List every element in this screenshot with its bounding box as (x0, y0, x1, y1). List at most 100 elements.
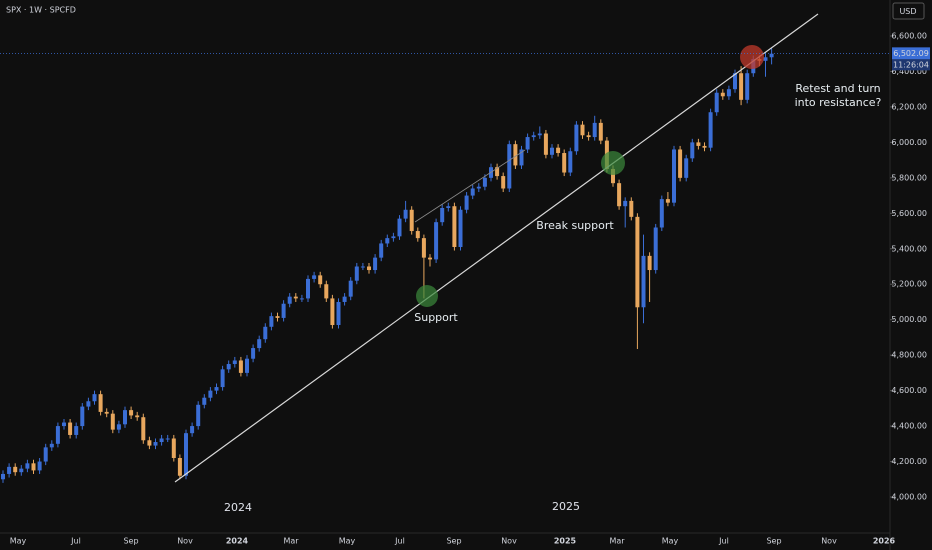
candle-body (281, 303, 286, 318)
x-tick-label: Jul (718, 537, 729, 546)
break-marker (601, 151, 625, 175)
y-tick-label: 6,400.00 (891, 67, 927, 76)
candle-body (513, 144, 518, 166)
candle-body (165, 438, 170, 440)
candle-body (476, 186, 481, 189)
candle-body (519, 149, 524, 166)
candle-body (562, 153, 567, 173)
candle-body (245, 358, 249, 373)
candle-body (397, 218, 402, 237)
candle-body (86, 401, 91, 407)
candle-body (678, 149, 683, 178)
candle-body (220, 369, 225, 388)
candle-body (80, 406, 85, 427)
candle-body (43, 447, 48, 462)
candle-body (629, 200, 634, 217)
candle-body (428, 257, 432, 260)
candle-body (543, 133, 548, 155)
x-tick-label: Nov (821, 537, 837, 546)
year-label: 2025 (552, 500, 580, 513)
candle-body (263, 326, 268, 340)
candle-body (251, 348, 256, 359)
y-tick-label: 5,400.00 (891, 244, 927, 253)
candle-body (452, 206, 457, 247)
x-tick-label: May (10, 537, 27, 546)
candle-body (617, 183, 622, 207)
year-label: 2024 (224, 501, 252, 514)
candle-body (574, 124, 579, 152)
candle-body (507, 144, 512, 189)
currency[interactable]: USD (899, 7, 916, 16)
y-tick-label: 4,000.00 (891, 493, 927, 502)
x-tick-label: Mar (283, 537, 299, 546)
candle-body (147, 440, 152, 446)
candle-body (379, 243, 384, 258)
y-tick-label: 4,400.00 (891, 422, 927, 431)
candle-body (330, 298, 335, 326)
candle-body (68, 422, 73, 435)
y-tick-label: 4,800.00 (891, 351, 927, 360)
y-tick-label: 5,200.00 (891, 280, 927, 289)
resistance-marker (740, 45, 764, 69)
y-tick-label: 5,600.00 (891, 209, 927, 218)
candle-body (495, 167, 500, 177)
candle-body (1, 473, 5, 480)
candle-body (635, 216, 640, 308)
candle-body (391, 236, 396, 239)
candle-body (135, 415, 140, 418)
y-tick-label: 6,200.00 (891, 102, 927, 111)
annotation: Break support (536, 219, 614, 232)
candle-body (739, 73, 744, 100)
x-tick-label: Sep (446, 537, 461, 546)
candle-body (360, 266, 365, 268)
candle-body (74, 426, 79, 435)
candle-body (141, 417, 146, 441)
candle-body (421, 238, 426, 258)
candle-body (367, 266, 371, 271)
candle-body (104, 411, 109, 414)
candle-body (196, 404, 201, 427)
candle-body (129, 410, 134, 416)
candle-body (214, 387, 219, 391)
y-tick-label: 4,600.00 (891, 386, 927, 395)
y-tick-label: 4,200.00 (891, 457, 927, 466)
candle-body (202, 397, 207, 405)
currency-button[interactable] (892, 2, 925, 20)
candle-body (123, 410, 127, 425)
candle-body (31, 463, 36, 471)
y-tick-label: 6,600.00 (891, 31, 927, 40)
candle-body (733, 73, 737, 90)
candle-body (318, 275, 323, 285)
trendline (174, 13, 819, 483)
candle-body (409, 209, 414, 232)
x-tick-label: Mar (609, 537, 625, 546)
candle-body (98, 394, 103, 412)
annotation: into resistance? (795, 96, 882, 109)
candle-body (110, 413, 115, 430)
candle-body (19, 468, 24, 473)
candle-body (525, 137, 530, 150)
x-tick-label: May (662, 537, 679, 546)
candle-body (690, 142, 695, 159)
candle-body (116, 424, 121, 430)
candle-body (184, 433, 188, 476)
candle-body (708, 112, 713, 148)
candle-body (769, 53, 774, 58)
candle-body (269, 316, 274, 327)
candle-body (62, 422, 66, 427)
candle-body (324, 284, 329, 299)
x-tick-label: Sep (766, 537, 781, 546)
candle-body (55, 426, 60, 444)
last-price-label: 6,502.09 (893, 49, 929, 58)
candle-body (726, 89, 731, 97)
candle-body (348, 280, 353, 297)
candle-body (190, 426, 195, 434)
x-tick-label: 2024 (226, 537, 249, 546)
candle-body (49, 443, 54, 448)
candle-body (257, 339, 262, 349)
candle-body (354, 266, 359, 281)
candle-body (470, 188, 475, 196)
candle-body (238, 360, 243, 373)
